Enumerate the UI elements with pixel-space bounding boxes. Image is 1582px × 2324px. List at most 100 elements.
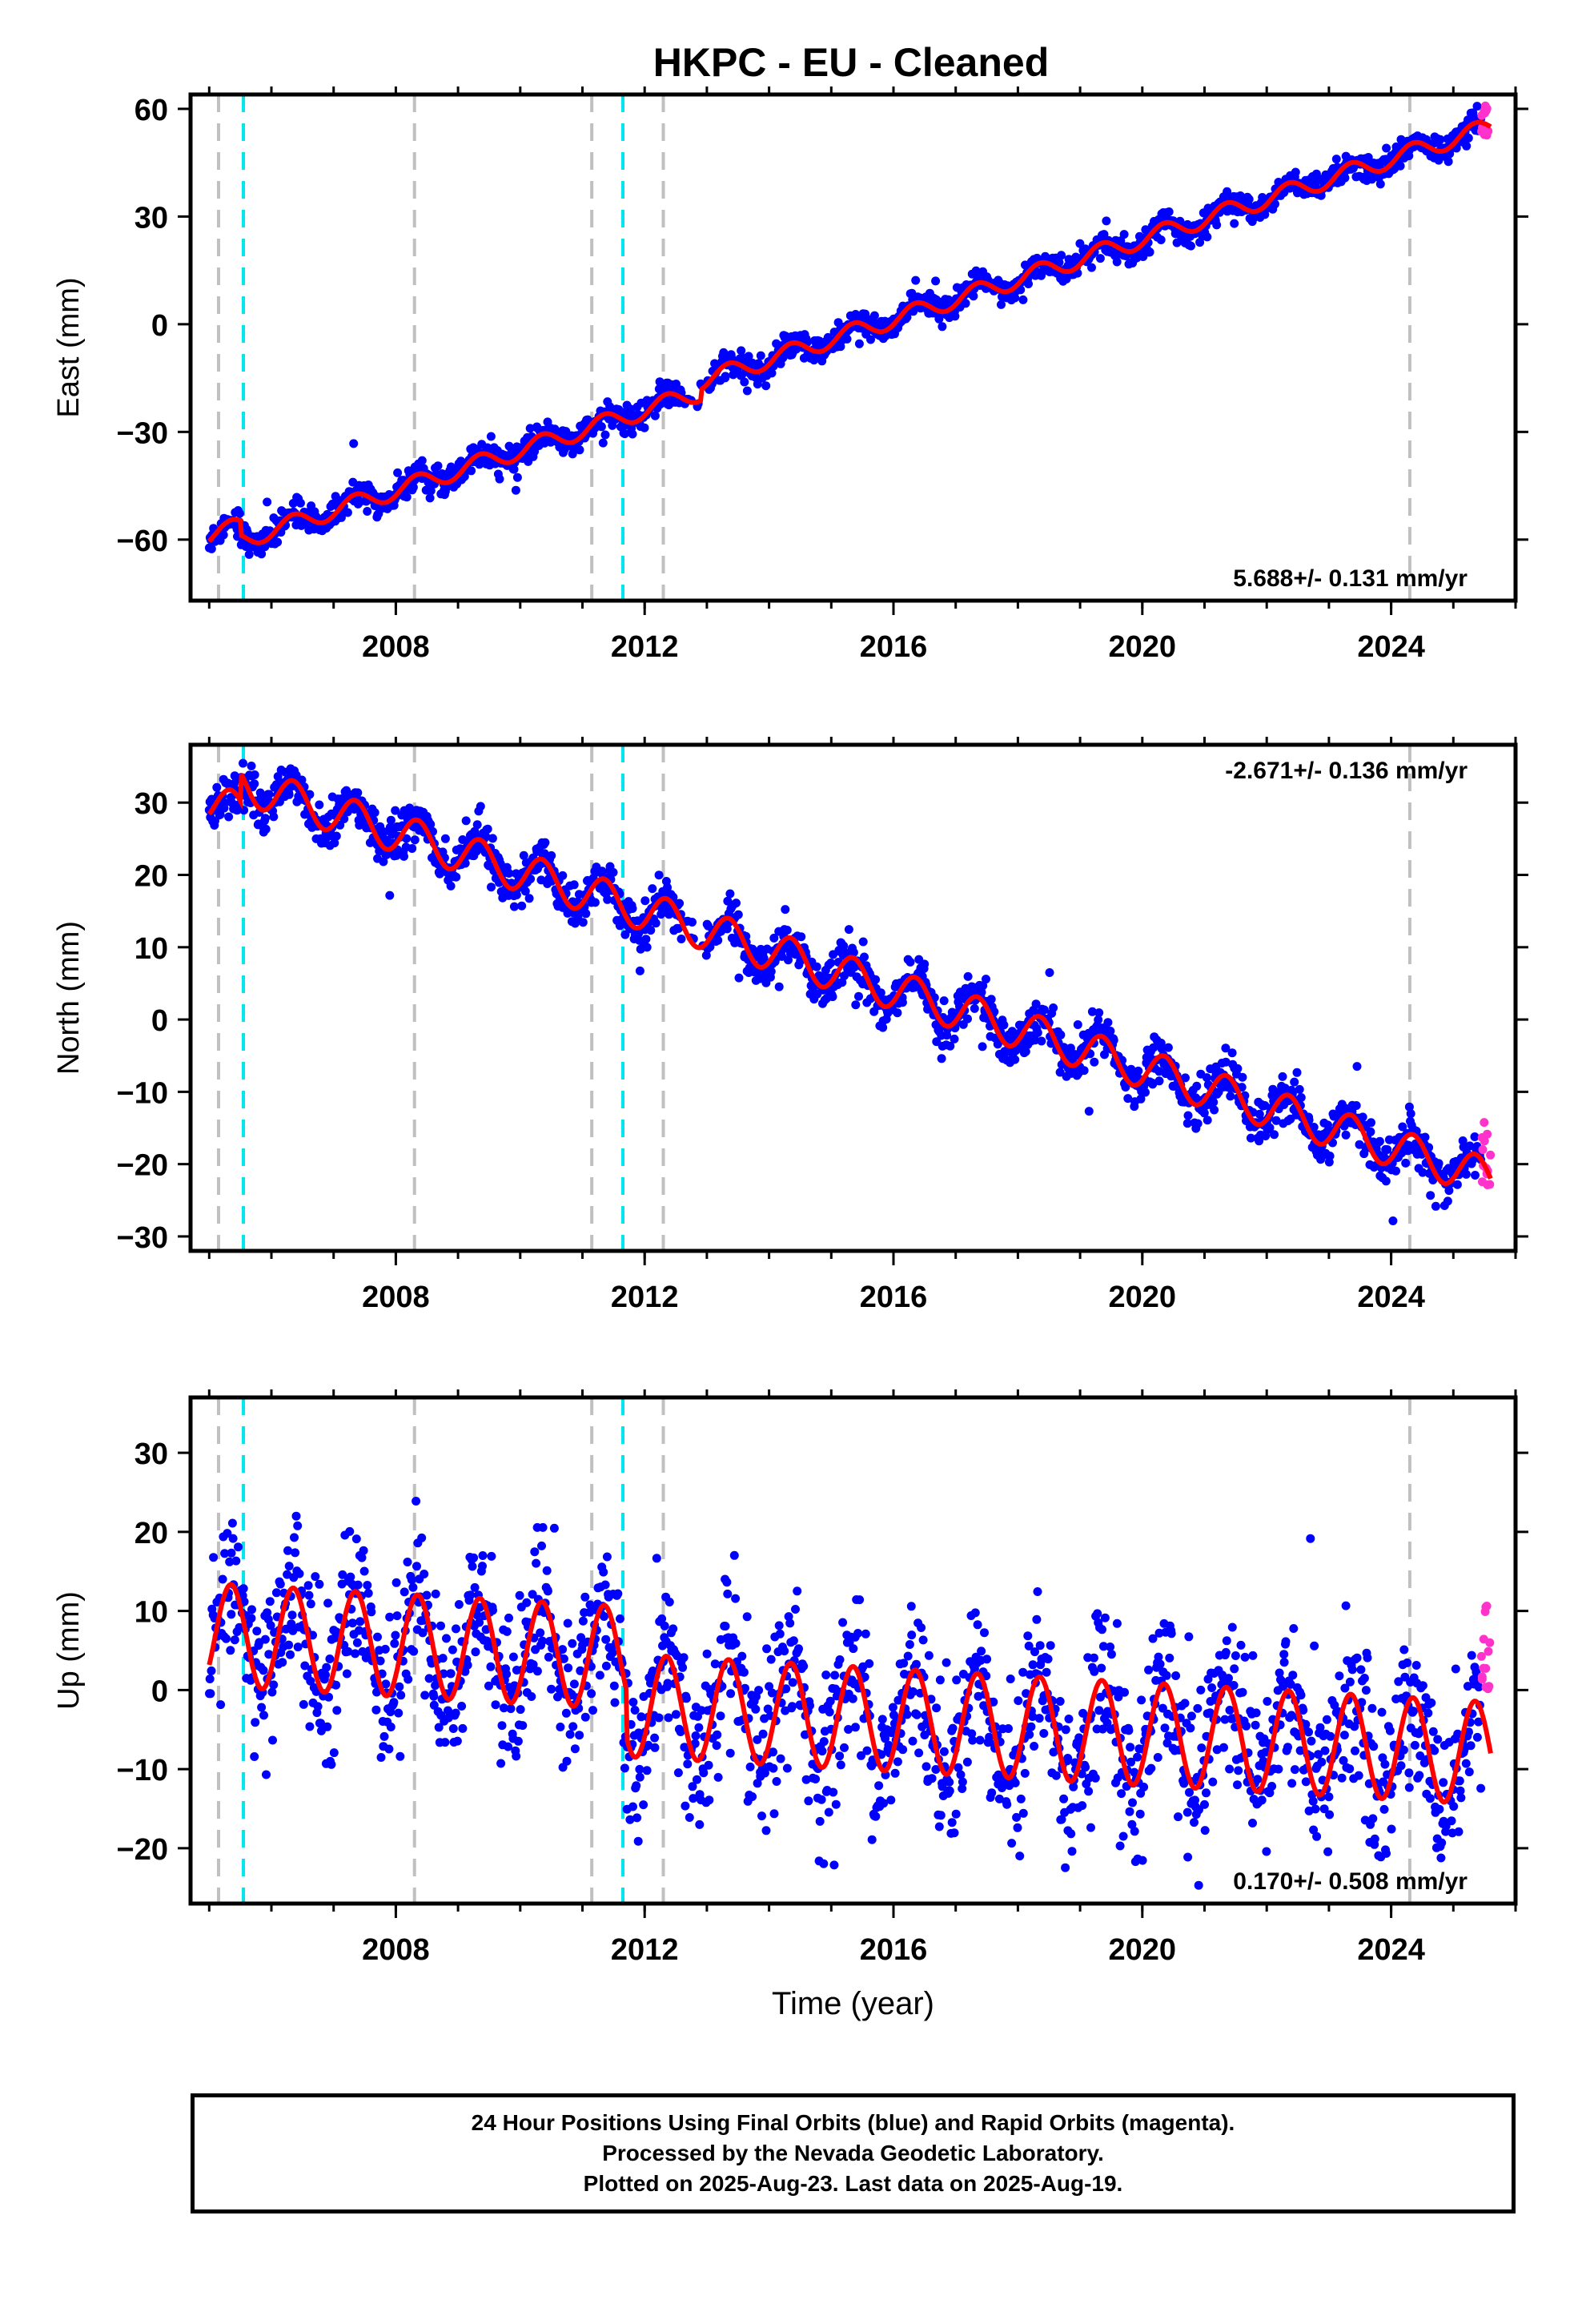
final-orbit-point [1066,1829,1076,1839]
final-orbit-point [376,1753,386,1762]
final-orbit-point [363,1581,372,1590]
final-orbit-point [424,1674,434,1683]
final-orbit-point [471,1647,480,1657]
final-orbit-point [304,1590,314,1600]
final-orbit-point [267,1687,277,1697]
final-orbit-point [681,1801,690,1811]
final-orbit-point [1271,1116,1281,1125]
final-orbit-point [1190,1818,1199,1827]
final-orbit-point [391,1578,401,1587]
final-orbit-point [1086,1823,1095,1832]
final-orbit-point [461,816,471,826]
final-orbit-point [812,962,821,971]
final-orbit-point [1109,1035,1118,1045]
final-orbit-point [688,1782,697,1791]
final-orbit-point [788,1702,797,1711]
final-orbit-point [257,1703,267,1712]
final-orbit-point [359,1566,369,1576]
final-orbit-point [549,1523,559,1533]
final-orbit-point [1233,1780,1242,1790]
final-orbit-point [536,1628,545,1638]
final-orbit-point [359,1546,368,1555]
final-orbit-point [890,1768,900,1778]
final-orbit-point [1064,1715,1074,1723]
final-orbit-point [772,1777,781,1786]
y-axis-label: North (mm) [52,921,86,1075]
final-orbit-point [775,1629,785,1638]
final-orbit-point [1295,1084,1304,1094]
final-orbit-point [1039,1729,1049,1738]
y-tick-label: 30 [135,787,168,821]
final-orbit-point [568,1638,577,1648]
final-orbit-point [1015,1852,1025,1861]
final-orbit-point [721,372,730,381]
x-tick-label: 2016 [860,1281,928,1314]
x-tick-label: 2024 [1357,630,1425,664]
final-orbit-point [508,1652,518,1662]
final-orbit-point [630,1706,640,1715]
final-orbit-point [1162,1739,1172,1748]
final-orbit-point [819,1859,829,1868]
final-orbit-point [1102,1718,1112,1727]
final-orbit-point [855,1595,865,1605]
final-orbit-point [1016,285,1026,295]
final-orbit-point [1211,1958,1219,1967]
final-orbit-point [261,824,271,834]
final-orbit-point [835,1751,845,1761]
final-orbit-point [760,1768,769,1778]
final-orbit-point [946,1041,955,1051]
final-orbit-point [262,1770,271,1779]
final-orbit-point [782,926,792,935]
final-orbit-point [693,1775,701,1784]
final-orbit-point [244,549,254,559]
final-orbit-point [207,544,216,553]
final-orbit-point [478,1562,487,1571]
final-orbit-point [231,1556,241,1566]
final-orbit-point [207,1666,216,1675]
final-orbit-point [830,1671,840,1680]
final-orbit-point [1426,1191,1435,1200]
final-orbit-point [251,1718,260,1727]
final-orbit-point [1136,1094,1146,1104]
final-orbit-point [628,1802,637,1811]
final-orbit-point [697,1706,706,1715]
final-orbit-point [247,762,256,770]
final-orbit-point [1185,1787,1194,1797]
final-orbit-point [487,1551,496,1561]
final-orbit-point [1208,1777,1218,1787]
final-orbit-point [331,831,341,841]
final-orbit-point [1179,1779,1189,1788]
final-orbit-point [844,925,853,935]
final-orbit-point [379,1731,389,1741]
rapid-orbit-point [1485,1180,1495,1189]
final-orbit-point [373,1632,382,1642]
final-orbit-point [283,1546,292,1555]
final-orbit-point [938,322,947,332]
final-orbit-point [785,1618,795,1628]
final-orbit-point [1278,1072,1287,1081]
final-orbit-point [525,424,535,433]
final-orbit-point [1043,1655,1053,1664]
final-orbit-point [1098,1724,1107,1734]
final-orbit-point [1443,1196,1452,1206]
final-orbit-point [648,884,657,894]
final-orbit-point [722,1578,732,1587]
final-orbit-point [1271,199,1279,209]
final-orbit-point [985,1732,994,1742]
final-orbit-point [218,1574,227,1584]
final-orbit-point [1030,1742,1039,1751]
final-orbit-point [869,311,879,320]
final-orbit-point [824,1807,833,1817]
final-orbit-point [665,1598,674,1606]
final-orbit-point [970,1003,979,1013]
final-orbit-point [1095,254,1105,263]
y-tick-label: 0 [151,1004,168,1038]
final-orbit-point [741,1683,749,1693]
final-orbit-point [1014,1696,1023,1706]
final-orbit-point [516,1705,525,1715]
final-orbit-point [1434,155,1443,165]
final-orbit-point [1045,968,1054,977]
final-orbit-point [1225,1764,1235,1774]
y-tick-label: −30 [117,416,168,450]
final-orbit-point [660,1621,669,1630]
